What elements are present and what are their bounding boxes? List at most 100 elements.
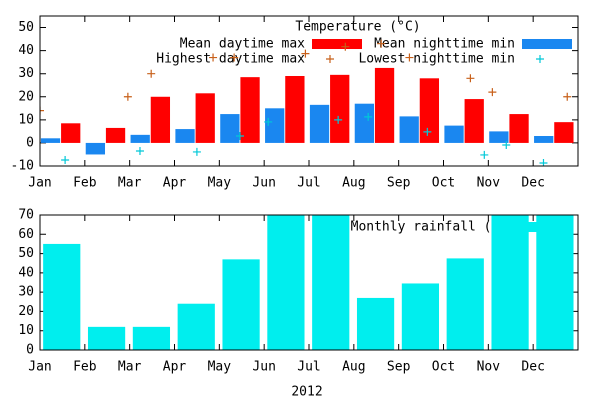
bar [491,215,529,350]
marker [341,42,350,51]
bar [464,99,484,143]
bar [419,78,440,143]
x-tick-label: Aug [342,176,365,191]
marker [264,117,273,126]
legend-label: Mean nighttime min [374,37,515,52]
x-tick-label: Feb [73,360,97,375]
marker [135,147,144,155]
y-tick-label: 20 [18,304,34,319]
bar [446,258,484,350]
bar [309,104,330,143]
x-tick-label: Sep [387,176,411,191]
x-tick-label: Apr [163,360,187,375]
marker [364,112,373,121]
bar [220,114,240,143]
bar [374,67,395,143]
x-tick-label: Mar [118,176,142,191]
legend-marker [326,55,334,63]
x-axis-label: 2012 [291,385,322,400]
x-tick-label: May [208,176,232,191]
legend-label: Monthly rainfall (mm) [351,220,515,235]
bar [267,215,305,350]
y-tick-label: -10 [11,159,34,174]
bar [285,76,305,143]
plot-area [43,215,574,350]
plot-area [40,39,574,166]
y-tick-label: 50 [18,246,34,261]
x-tick-label: Sep [387,360,411,375]
marker [563,92,572,101]
bar [356,297,395,350]
marker [488,88,497,97]
legend-marker [536,55,544,63]
x-tick-label: Jun [252,360,275,375]
bar [534,136,554,143]
bar [87,326,126,350]
x-tick-label: Mar [118,360,142,375]
bar [150,96,171,143]
bar [509,114,529,143]
legend-title: Temperature (°C) [295,20,420,35]
bar [354,103,375,143]
marker [61,156,70,164]
bar [222,259,260,350]
y-tick-label: 30 [18,285,34,300]
bar [536,215,574,350]
bar [177,303,215,350]
bar [43,243,81,350]
y-tick-label: 50 [18,20,34,35]
marker [235,132,244,140]
x-tick-label: Oct [432,360,455,375]
bar [40,138,61,143]
y-tick-label: 70 [18,208,34,223]
y-tick-label: 0 [26,135,34,150]
x-tick-label: Jan [28,360,51,375]
marker [423,127,432,136]
x-tick-label: Oct [432,176,455,191]
x-tick-label: Jul [297,360,320,375]
x-tick-label: Aug [342,360,365,375]
y-tick-label: 40 [18,43,34,58]
y-tick-label: 40 [18,265,34,280]
x-tick-label: Jan [28,176,51,191]
bar [554,122,574,143]
legend-swatch [522,39,572,49]
bar [61,123,81,143]
x-tick-label: Apr [163,176,187,191]
y-tick-label: 10 [18,112,34,127]
bar [312,215,350,350]
x-tick-label: Jun [252,176,275,191]
marker [40,106,44,115]
bar [444,125,464,143]
marker [377,39,386,48]
y-tick-label: 30 [18,66,34,81]
bar [265,108,285,143]
marker [209,53,218,62]
x-tick-label: Jul [297,176,320,191]
x-tick-label: May [208,360,232,375]
bar [399,116,419,143]
bar [195,93,215,143]
legend-swatch [312,39,362,49]
marker [502,141,511,149]
marker [123,92,132,101]
legend-label: Highest daytime max [156,52,305,67]
bar [132,326,171,350]
y-tick-label: 10 [18,323,34,338]
marker [301,49,310,58]
marker [147,69,156,78]
plot-border [39,214,579,351]
y-tick-label: 20 [18,89,34,104]
marker [405,53,414,62]
legend-label: Lowest nighttime min [358,52,515,67]
marker [230,53,239,62]
x-tick-label: Nov [477,360,501,375]
marker [192,147,201,156]
bar [105,127,126,143]
x-tick-label: Feb [73,176,97,191]
x-tick-label: Dec [521,176,544,191]
bar [130,134,150,143]
plot-border [39,15,579,167]
bar [401,283,440,350]
marker [480,150,489,159]
